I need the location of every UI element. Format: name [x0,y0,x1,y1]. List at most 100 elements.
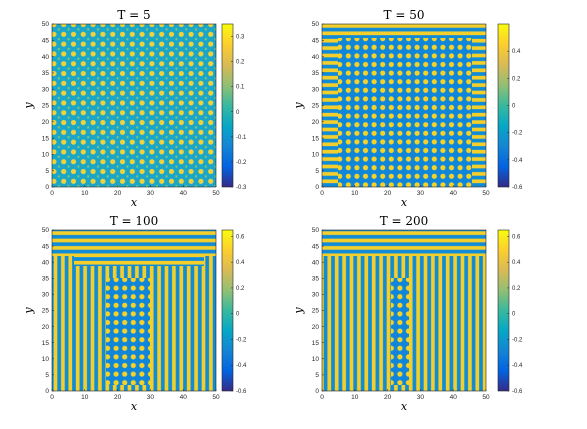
y-tick-label: 35 [42,70,50,77]
x-axis-label: x [401,400,408,413]
panel-title: T = 200 [380,214,429,228]
panel-title: T = 5 [117,8,150,22]
x-tick-label: 10 [81,190,89,197]
y-tick-label: 5 [45,168,49,175]
central-spot-column [391,278,409,385]
colorbar-tick-label: 0.2 [512,76,521,82]
y-tick-label: 50 [42,21,50,28]
colorbar-tick-label: -0.2 [236,160,247,166]
y-tick-label: 25 [42,103,50,110]
x-tick-label: 30 [417,190,425,197]
y-tick-label: 15 [312,135,320,142]
x-tick-label: 50 [212,394,220,401]
x-axis-label: x [401,196,408,209]
y-tick-label: 40 [42,54,50,61]
x-tick-label: 40 [180,190,188,197]
colorbar-tick-label: 0 [512,312,516,318]
colorbar-tick-label: 0.4 [512,49,521,55]
y-tick-label: 35 [42,276,50,283]
x-tick-label: 20 [384,394,392,401]
colorbar-tick-label: 0.2 [236,286,245,292]
y-tick-label: 20 [312,119,320,126]
y-tick-label: 30 [312,86,320,93]
colorbar-tick-label: 0.4 [512,260,521,266]
x-tick-label: 0 [50,190,54,197]
y-axis-label: y [292,307,305,315]
boundary-stripes-top [322,230,486,256]
colorbar-tick-label: 0 [512,104,516,110]
y-tick-label: 15 [312,340,320,347]
panel-2: T = 100 0 10 20 30 40 50 0 5 10 15 20 25 30 35 40 45 50 x y… [22,214,247,413]
y-tick-label: 5 [315,372,319,379]
x-tick-label: 20 [114,190,122,197]
x-tick-label: 20 [384,190,392,197]
y-tick-label: 50 [312,21,320,28]
x-axis-label: x [131,400,138,413]
colorbar-tick-label: 0 [236,110,240,116]
panel-1: T = 50 0 10 20 30 40 50 0 5 10 15 20 25 30 35 40 45 50 x y 0… [292,8,523,209]
y-tick-label: 20 [312,324,320,331]
colorbar [222,230,233,391]
y-axis-label: y [292,102,305,110]
boundary-stripes-right [472,24,486,187]
y-tick-label: 20 [42,324,50,331]
colorbar-frame [497,229,510,392]
colorbar-tick-label: -0.6 [236,389,247,395]
x-tick-label: 0 [320,190,324,197]
x-tick-label: 50 [482,190,490,197]
colorbar-tick-label: -0.6 [512,389,523,395]
heatmap-field [322,24,486,187]
x-tick-label: 40 [450,190,458,197]
y-tick-label: 0 [315,184,319,191]
y-tick-label: 45 [42,38,50,45]
y-tick-label: 30 [42,86,50,93]
y-tick-label: 40 [312,54,320,61]
x-tick-label: 50 [482,394,490,401]
colorbar-frame [221,23,234,188]
x-tick-label: 10 [351,394,359,401]
central-spot-column [106,278,150,385]
inner-horizontal-band [74,256,204,266]
x-tick-label: 30 [417,394,425,401]
colorbar-tick-label: 0.2 [512,286,521,292]
x-tick-label: 40 [450,394,458,401]
y-tick-label: 30 [312,292,320,299]
y-tick-label: 35 [312,276,320,283]
panel-0: T = 5 0 10 20 30 40 50 0 5 10 15 20 25 30 35 40 45 50 x y 0.… [22,8,247,209]
y-tick-label: 15 [42,340,50,347]
colorbar-tick-label: -0.1 [236,135,247,141]
boundary-stripes-top [322,24,486,38]
colorbar-tick-label: -0.4 [236,363,247,369]
colorbar-tick-label: -0.2 [512,337,523,343]
colorbar-frame [221,229,234,392]
colorbar-tick-label: 0.4 [236,260,245,266]
y-tick-label: 10 [42,356,50,363]
panel-title: T = 100 [110,214,159,228]
x-tick-label: 10 [81,394,89,401]
x-tick-label: 30 [147,190,155,197]
colorbar-tick-label: -0.2 [236,337,247,343]
colorbar-tick-label: -0.2 [512,131,523,137]
x-tick-label: 0 [50,394,54,401]
colorbar-tick-label: 0.2 [236,60,245,66]
colorbar-tick-label: 0.6 [512,234,521,240]
x-tick-label: 50 [212,190,220,197]
colorbar [498,24,509,187]
y-tick-label: 45 [312,243,320,250]
y-tick-label: 25 [42,308,50,315]
y-tick-label: 50 [312,227,320,234]
colorbar-tick-label: -0.3 [236,185,247,191]
y-tick-label: 0 [315,388,319,395]
y-tick-label: 40 [42,259,50,266]
boundary-stripes-left [322,24,338,187]
x-tick-label: 20 [114,394,122,401]
y-tick-label: 0 [45,388,49,395]
colorbar-tick-label: 0.3 [236,35,245,41]
y-axis-label: y [22,307,35,315]
y-tick-label: 15 [42,135,50,142]
colorbar-tick-label: -0.4 [512,158,523,164]
x-tick-label: 30 [147,394,155,401]
y-tick-label: 10 [312,152,320,159]
y-tick-label: 10 [42,152,50,159]
y-tick-label: 45 [312,38,320,45]
